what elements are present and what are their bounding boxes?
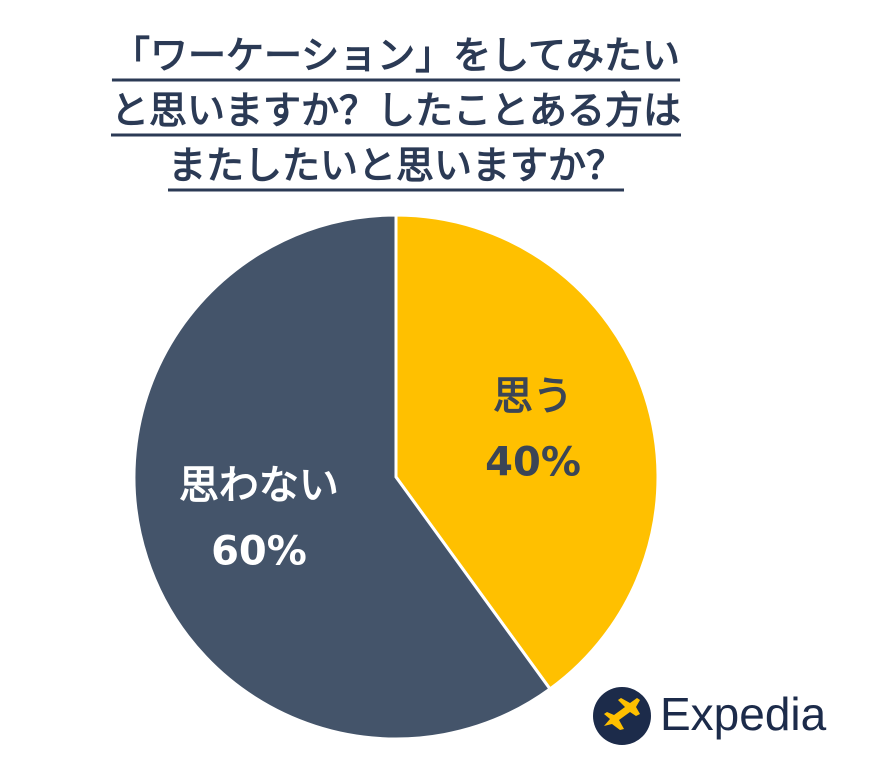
- brand: Expedia: [660, 688, 827, 740]
- value-label: 60%: [211, 529, 307, 575]
- chart-title-line: またしたいと思いますか？: [168, 144, 624, 188]
- pie-slice: [132, 213, 553, 741]
- slice-label: 思う: [493, 373, 573, 419]
- logo: Expedia: [593, 687, 827, 745]
- pie: 思う 40% 思わない 60%: [132, 213, 660, 741]
- pie-slice: [394, 213, 660, 692]
- slice-label: 思わない: [179, 463, 339, 509]
- value-label: 40%: [485, 439, 581, 485]
- chart-title-line: と思いますか？したことある方は: [111, 89, 681, 133]
- logo-plane: [604, 698, 640, 730]
- chart-title-line: 「ワーケーション」をしてみたい: [112, 34, 680, 78]
- title: 「ワーケーション」をしてみたいと思いますか？したことある方はまたしたいと思います…: [110, 34, 682, 192]
